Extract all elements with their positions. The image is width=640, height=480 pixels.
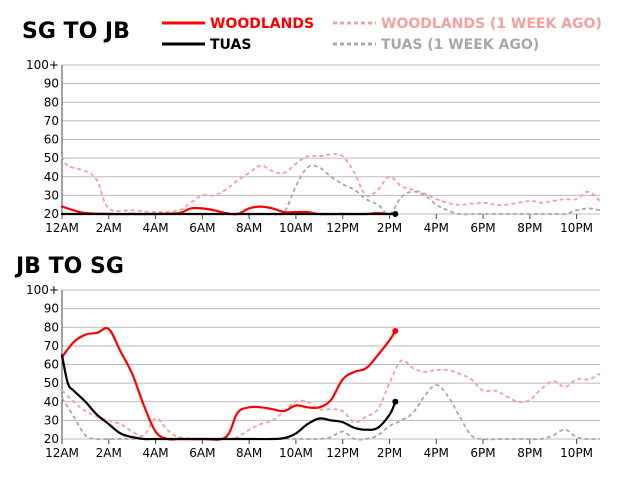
y-tick-label: 100+	[26, 283, 59, 297]
y-tick-label: 60	[44, 133, 59, 147]
series-endpoint-marker	[392, 327, 399, 334]
x-tick-label: 8AM	[236, 221, 262, 235]
x-tick-label: 12PM	[326, 221, 359, 235]
chart-title-jb-to-sg: JB TO SG	[14, 254, 124, 279]
series-line-tuas-1-week-ago	[272, 164, 601, 216]
x-tick-label: 4PM	[424, 221, 449, 235]
x-tick-label: 8PM	[517, 221, 542, 235]
x-tick-label: 12AM	[45, 221, 79, 235]
x-tick-label: 12PM	[326, 446, 359, 460]
y-tick-label: 50	[44, 376, 59, 390]
y-tick-label: 30	[44, 188, 59, 202]
y-tick-label: 80	[44, 95, 59, 109]
x-tick-label: 12AM	[45, 446, 79, 460]
y-tick-label: 70	[44, 114, 59, 128]
y-tick-label: 100+	[26, 58, 59, 72]
legend: WOODLANDS WOODLANDS (1 WEEK AGO) TUAS TU…	[162, 16, 602, 53]
series-line-woodlands-1-week-ago	[61, 359, 601, 441]
x-tick-label: 10AM	[279, 446, 313, 460]
y-tick-label: 40	[44, 170, 59, 184]
x-tick-label: 6AM	[189, 446, 215, 460]
plot-sg-to-jb: 20 30 40 50 60 70 80 90 100+ 12AM 2AM 4AM 6AM 8AM 10AM…	[26, 58, 601, 235]
y-tick-label: 60	[44, 358, 59, 372]
x-tick-label: 2PM	[377, 446, 402, 460]
x-tick-label: 10PM	[560, 446, 593, 460]
chart-title-sg-to-jb: SG TO JB	[22, 19, 130, 44]
x-tick-label: 2AM	[96, 446, 122, 460]
legend-label-tuas-week-ago: TUAS (1 WEEK AGO)	[381, 37, 539, 53]
y-tick-label: 50	[44, 151, 59, 165]
legend-label-woodlands-week-ago: WOODLANDS (1 WEEK AGO)	[381, 16, 602, 32]
x-tick-label: 6PM	[470, 221, 495, 235]
y-tick-label: 40	[44, 395, 59, 409]
x-tick-label: 4PM	[424, 446, 449, 460]
y-tick-label: 90	[44, 77, 59, 91]
y-tick-label: 90	[44, 302, 59, 316]
x-tick-label: 8AM	[236, 446, 262, 460]
series-line-woodlands-1-week-ago	[61, 153, 601, 213]
series-line-tuas-1-week-ago	[61, 384, 601, 441]
legend-label-woodlands: WOODLANDS	[210, 16, 314, 32]
x-tick-label: 2PM	[377, 221, 402, 235]
x-tick-label: 4AM	[142, 446, 168, 460]
x-tick-label: 2AM	[96, 221, 122, 235]
y-tick-label: 70	[44, 339, 59, 353]
x-tick-label: 10PM	[560, 221, 593, 235]
y-tick-label: 30	[44, 413, 59, 427]
plot-jb-to-sg: 20 30 40 50 60 70 80 90 100+ 12AM 2AM 4AM 6AM 8AM 10AM…	[26, 283, 601, 460]
y-tick-label: 80	[44, 320, 59, 334]
legend-label-tuas: TUAS	[210, 37, 251, 53]
x-tick-label: 10AM	[279, 221, 313, 235]
x-tick-label: 4AM	[142, 221, 168, 235]
x-tick-label: 6AM	[189, 221, 215, 235]
x-tick-label: 6PM	[470, 446, 495, 460]
series-endpoint-marker	[392, 398, 399, 405]
series-endpoint-marker	[392, 211, 399, 217]
y-tick-label: 20	[44, 207, 59, 221]
x-tick-label: 8PM	[517, 446, 542, 460]
series-line-woodlands	[60, 327, 397, 441]
y-tick-label: 20	[44, 432, 59, 446]
series-line-tuas	[60, 354, 397, 441]
